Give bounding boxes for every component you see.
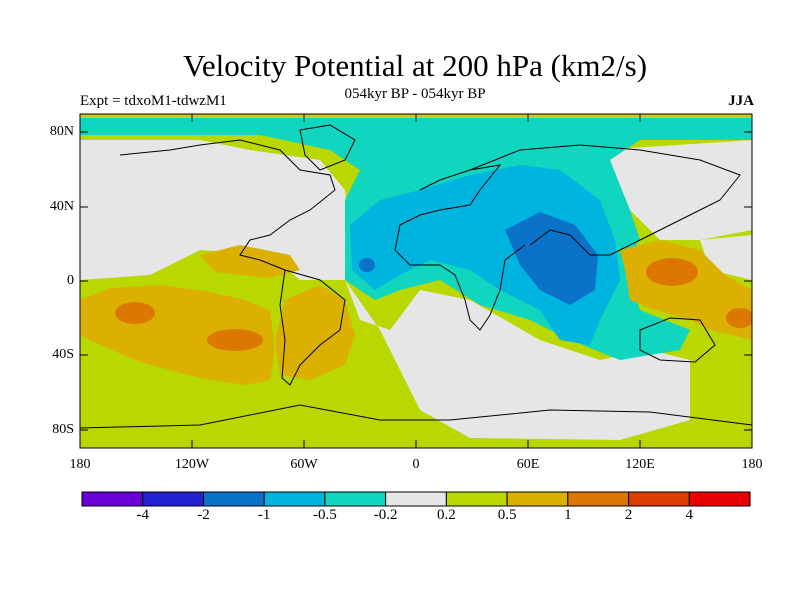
- experiment-label: Expt = tdxoM1-tdwzM1: [80, 93, 227, 109]
- lon-label-60e: 60E: [516, 457, 540, 472]
- colorbar: [81, 491, 751, 507]
- colorbar-label: 1: [564, 507, 572, 523]
- coastlines: [80, 124, 752, 429]
- positive-core-indonesia: [646, 258, 698, 286]
- neutral-region-pacific-north: [80, 185, 220, 280]
- coast-north-america: [119, 139, 336, 271]
- velocity-potential-field: [80, 114, 752, 448]
- lon-label-60w: 60W: [290, 457, 318, 472]
- colorbar-swatch: [324, 491, 387, 507]
- coast-australia: [639, 317, 716, 363]
- colorbar-label: -4: [136, 507, 149, 523]
- lat-label-40s: 40S: [52, 347, 74, 362]
- axis-ticks: [80, 114, 752, 448]
- colorbar-swatch: [385, 491, 447, 507]
- lat-label-80n: 80N: [49, 124, 74, 139]
- negative-region-middle: [350, 165, 620, 345]
- colorbar-label: 2: [624, 507, 633, 523]
- colorbar-swatch: [567, 491, 630, 507]
- lon-label-120e: 120E: [625, 457, 655, 472]
- colorbar-label: 4: [685, 507, 694, 523]
- colorbar-swatch: [506, 491, 569, 507]
- neutral-region-north-america: [80, 140, 690, 440]
- lon-label-180w: 180: [69, 457, 91, 472]
- colorbar-label: -1: [257, 507, 271, 523]
- colorbar-swatch: [202, 491, 265, 507]
- map-subtitle: 054kyr BP - 054kyr BP: [344, 86, 486, 102]
- colorbar-label: 0.2: [436, 507, 456, 523]
- map-title: Velocity Potential at 200 hPa (km2/s): [182, 48, 648, 83]
- negative-region-core: [505, 212, 598, 305]
- lon-label-0: 0: [412, 457, 420, 472]
- lat-label-0: 0: [67, 273, 74, 288]
- colorbar-label: -0.5: [313, 507, 337, 523]
- coast-antarctica: [80, 404, 752, 429]
- colorbar-swatch: [142, 491, 204, 507]
- colorbar-swatch: [628, 491, 690, 507]
- positive-core-western-pacific: [726, 308, 752, 328]
- colorbar-label: 0.5: [497, 507, 517, 523]
- lat-label-40n: 40N: [49, 199, 74, 214]
- positive-core-pacific-east: [207, 329, 263, 351]
- lat-label-80s: 80S: [52, 422, 74, 437]
- lon-label-180e: 180: [741, 457, 763, 472]
- coast-south-america: [279, 269, 346, 386]
- coast-asia: [469, 144, 741, 256]
- coast-europe-africa: [394, 164, 526, 331]
- positive-region-central-america: [200, 245, 300, 278]
- colorbar-swatch: [688, 491, 751, 507]
- negative-region-atlantic: [359, 258, 375, 272]
- lon-label-120w: 120W: [174, 457, 210, 472]
- season-label: JJA: [728, 93, 754, 109]
- positive-region-south-america: [275, 285, 355, 380]
- colorbar-label: -0.2: [373, 507, 398, 523]
- colorbar-swatch: [81, 491, 144, 507]
- positive-core-pacific-west: [115, 302, 155, 324]
- colorbar-label: -2: [197, 507, 210, 523]
- colorbar-swatch: [263, 491, 326, 507]
- coast-greenland: [299, 124, 356, 171]
- colorbar-swatch: [445, 491, 508, 507]
